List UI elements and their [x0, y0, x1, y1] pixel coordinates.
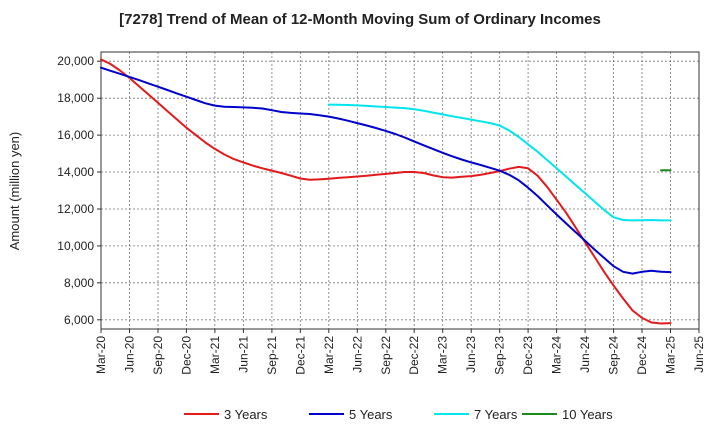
y-axis-ticks: 6,000 8,000 10,000 12,000 14,000 16,000 18,000…	[57, 54, 101, 327]
y-tick-label: 12,000	[57, 202, 94, 216]
x-tick-label: Dec-23	[521, 336, 535, 375]
legend: 3 Years 5 Years 7 Years 10 Years	[184, 407, 613, 422]
y-tick-label: 20,000	[57, 54, 94, 68]
y-tick-label: 16,000	[57, 128, 94, 142]
y-tick-label: 8,000	[64, 276, 94, 290]
legend-label: 7 Years	[474, 407, 518, 422]
x-tick-label: Sep-23	[493, 336, 507, 375]
x-tick-label: Jun-21	[236, 336, 250, 373]
x-tick-label: Mar-25	[664, 336, 678, 374]
x-tick-label: Jun-23	[464, 336, 478, 373]
series-line-7-years	[327, 103, 672, 222]
x-tick-label: Dec-22	[407, 336, 421, 375]
chart-title: [7278] Trend of Mean of 12-Month Moving …	[119, 11, 601, 28]
x-tick-label: Mar-22	[322, 336, 336, 374]
x-tick-label: Dec-21	[293, 336, 307, 375]
y-tick-label: 18,000	[57, 91, 94, 105]
x-tick-label: Mar-24	[550, 336, 564, 374]
y-tick-label: 6,000	[64, 313, 94, 327]
x-tick-label: Sep-21	[265, 336, 279, 375]
grid-lines	[101, 52, 699, 329]
x-tick-label: Jun-25	[692, 336, 706, 373]
x-tick-label: Dec-24	[635, 336, 649, 375]
x-tick-label: Sep-20	[151, 336, 165, 375]
x-tick-label: Mar-21	[208, 336, 222, 374]
legend-label: 3 Years	[224, 407, 268, 422]
series-lines	[100, 58, 672, 325]
x-tick-label: Dec-20	[179, 336, 193, 375]
series-line-5-years	[100, 66, 672, 275]
x-axis-ticks: Mar-20 Jun-20 Sep-20 Dec-20 Mar-21 Jun-21 Sep-…	[94, 329, 706, 375]
legend-label: 10 Years	[562, 407, 613, 422]
y-tick-label: 14,000	[57, 165, 94, 179]
x-tick-label: Sep-22	[379, 336, 393, 375]
legend-label: 5 Years	[349, 407, 393, 422]
x-tick-label: Mar-23	[436, 336, 450, 374]
x-tick-label: Jun-24	[578, 336, 592, 373]
plot-area	[100, 51, 700, 330]
x-tick-label: Jun-20	[123, 336, 137, 373]
x-tick-label: Sep-24	[607, 336, 621, 375]
series-line-3-years	[100, 58, 672, 325]
x-tick-label: Mar-20	[94, 336, 108, 374]
x-tick-label: Jun-22	[350, 336, 364, 373]
y-axis-title: Amount (million yen)	[7, 132, 22, 251]
y-tick-label: 10,000	[57, 239, 94, 253]
